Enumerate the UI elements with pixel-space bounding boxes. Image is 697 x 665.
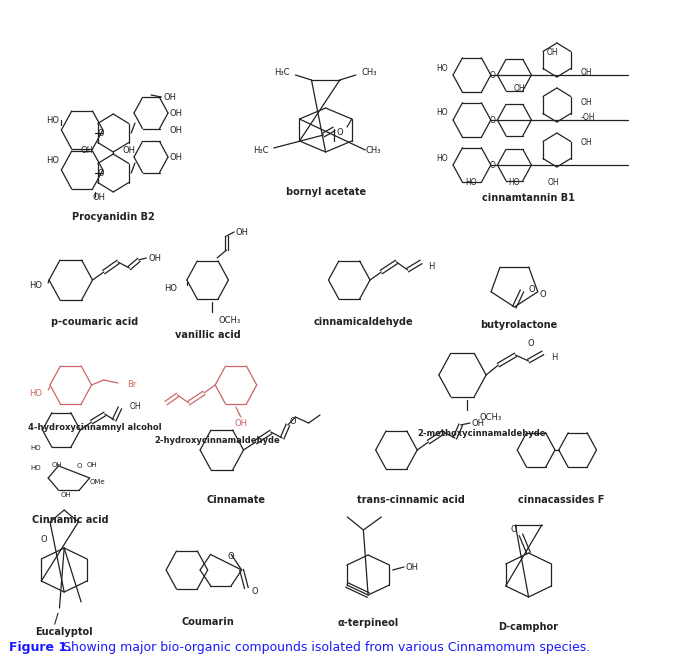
Text: Eucalyptol: Eucalyptol (36, 627, 93, 637)
Text: OH: OH (546, 47, 558, 57)
Text: OH: OH (472, 418, 485, 428)
Text: OH: OH (93, 192, 106, 201)
Text: HO: HO (47, 156, 59, 164)
Text: O: O (98, 168, 105, 178)
Text: O: O (336, 128, 343, 136)
Text: OCH₃: OCH₃ (480, 412, 502, 422)
Text: O: O (490, 160, 496, 170)
Text: H: H (429, 261, 435, 271)
Text: 2-methoxycinnamaldehyde: 2-methoxycinnamaldehyde (417, 428, 546, 438)
Text: OH: OH (581, 138, 592, 146)
Text: O: O (77, 463, 82, 469)
Text: α-terpineol: α-terpineol (337, 618, 399, 628)
Text: O: O (252, 587, 258, 597)
Text: O: O (510, 525, 516, 533)
Text: HO: HO (47, 116, 59, 124)
Text: O: O (98, 128, 105, 138)
Text: 2-hydroxycinnamaldehyde: 2-hydroxycinnamaldehyde (154, 436, 280, 444)
Text: HO: HO (30, 445, 40, 451)
Text: trans-cinnamic acid: trans-cinnamic acid (357, 495, 464, 505)
Text: OH: OH (581, 68, 592, 76)
Text: HO: HO (164, 283, 178, 293)
Text: O: O (40, 535, 47, 545)
Text: OH: OH (61, 492, 71, 498)
Text: O: O (490, 70, 496, 80)
Text: cinnamicaldehyde: cinnamicaldehyde (314, 317, 413, 327)
Text: OH: OH (52, 462, 62, 468)
Text: vanillic acid: vanillic acid (175, 330, 240, 340)
Text: OH: OH (581, 98, 592, 106)
Text: OH: OH (170, 126, 183, 134)
Text: Cinnamic acid: Cinnamic acid (33, 515, 109, 525)
Text: OMe: OMe (89, 479, 105, 485)
Text: OH: OH (170, 152, 183, 162)
Text: HO: HO (29, 388, 43, 398)
Text: D-camphor: D-camphor (498, 622, 558, 632)
Text: O: O (539, 291, 546, 299)
Text: CH₃: CH₃ (365, 146, 381, 154)
Text: OH: OH (234, 418, 247, 428)
Text: OH: OH (123, 146, 136, 154)
Text: Showing major bio-organic compounds isolated from various Cinnamomum species.: Showing major bio-organic compounds isol… (59, 642, 590, 654)
Text: HO: HO (465, 178, 477, 186)
Text: OH: OH (547, 178, 559, 186)
Text: Procyanidin B2: Procyanidin B2 (72, 212, 155, 222)
Text: Cinnamate: Cinnamate (206, 495, 266, 505)
Text: cinnamtannin B1: cinnamtannin B1 (482, 193, 575, 203)
Text: 4-hydroxycinnamnyl alcohol: 4-hydroxycinnamnyl alcohol (28, 422, 161, 432)
Text: O: O (289, 416, 296, 426)
Text: OH: OH (513, 84, 525, 92)
Text: OCH₃: OCH₃ (219, 315, 241, 325)
Text: bornyl acetate: bornyl acetate (286, 187, 366, 197)
Text: OH: OH (170, 108, 183, 118)
Text: HO: HO (437, 63, 448, 72)
Text: OH: OH (80, 146, 93, 154)
Text: Coumarin: Coumarin (181, 617, 234, 627)
Text: HO: HO (29, 281, 43, 289)
Text: H₃C: H₃C (274, 68, 290, 76)
Text: OH: OH (406, 563, 419, 571)
Text: OH: OH (148, 253, 161, 263)
Text: /: / (54, 611, 59, 625)
Text: O: O (527, 338, 534, 348)
Text: HO: HO (509, 178, 520, 186)
Text: O: O (490, 116, 496, 124)
Text: O: O (528, 285, 535, 293)
Text: cinnacassides F: cinnacassides F (519, 495, 605, 505)
Text: p-coumaric acid: p-coumaric acid (51, 317, 138, 327)
Text: O: O (228, 552, 235, 561)
Text: -OH: -OH (581, 112, 595, 122)
Text: HO: HO (30, 465, 40, 471)
Text: H: H (551, 352, 558, 362)
Text: butyrolactone: butyrolactone (480, 320, 558, 330)
Text: HO: HO (437, 108, 448, 116)
Text: OH: OH (236, 227, 249, 237)
Text: OH: OH (86, 462, 97, 468)
Text: Br: Br (128, 380, 137, 388)
Text: H₃C: H₃C (254, 146, 269, 154)
Text: Figure 1.: Figure 1. (10, 642, 72, 654)
Text: HO: HO (437, 154, 448, 162)
Text: OH: OH (130, 402, 141, 410)
Text: OH: OH (163, 92, 176, 102)
Text: CH₃: CH₃ (362, 68, 377, 76)
